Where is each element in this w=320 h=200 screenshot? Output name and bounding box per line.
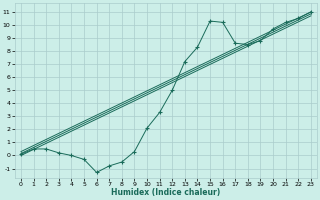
X-axis label: Humidex (Indice chaleur): Humidex (Indice chaleur) xyxy=(111,188,220,197)
